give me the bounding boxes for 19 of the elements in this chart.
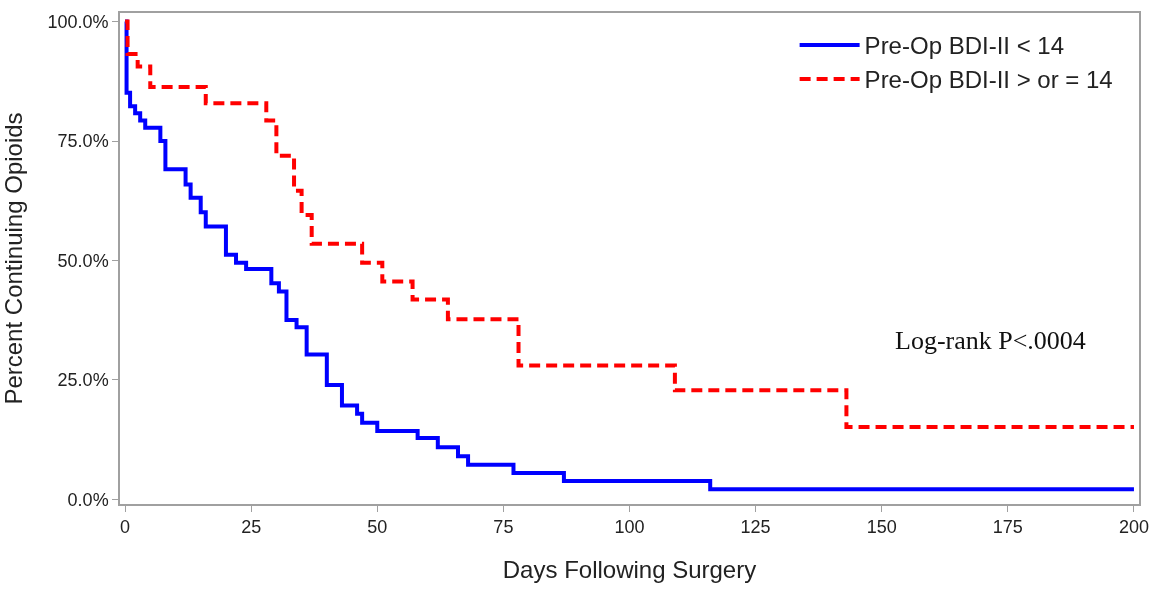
x-tick-label: 200	[1118, 517, 1149, 538]
y-tick-label: 100.0%	[47, 11, 109, 32]
y-axis-title: Percent Continuing Opioids	[0, 112, 27, 405]
x-axis-title: Days Following Surgery	[502, 556, 757, 584]
legend-label: Pre-Op BDI-II > or = 14	[864, 66, 1113, 94]
x-tick-label: 125	[740, 517, 771, 538]
x-tick-label: 25	[241, 517, 262, 538]
y-tick-label: 75.0%	[57, 131, 109, 152]
y-tick-label: 0.0%	[67, 489, 109, 510]
x-tick-label: 75	[493, 517, 514, 538]
legend-label: Pre-Op BDI-II < 14	[864, 32, 1065, 60]
y-tick-label: 50.0%	[57, 250, 109, 271]
x-tick-label: 0	[120, 517, 131, 538]
y-tick-label: 25.0%	[57, 370, 109, 391]
x-tick-label: 50	[367, 517, 388, 538]
x-tick-label: 175	[992, 517, 1023, 538]
annotation: Log-rank P<.0004	[895, 326, 1086, 355]
x-tick-label: 150	[866, 517, 897, 538]
x-tick-label: 100	[614, 517, 645, 538]
